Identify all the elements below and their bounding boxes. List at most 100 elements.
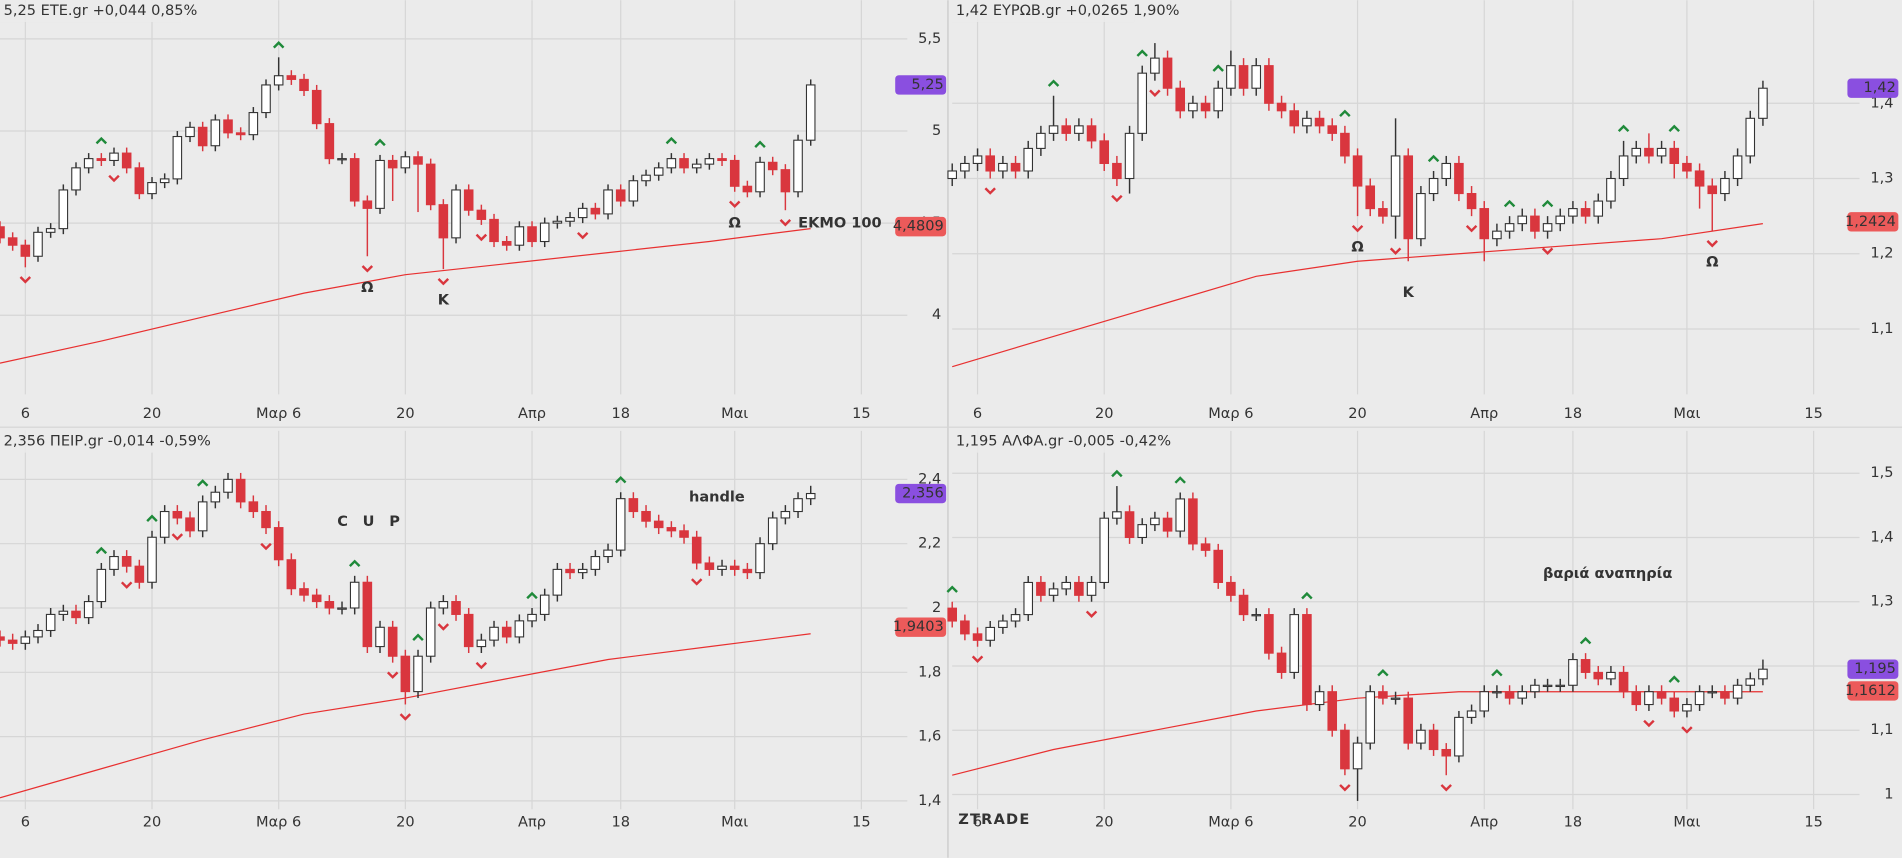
x-tick-label: Μαρ 6 [256,814,301,831]
candle-body [1618,155,1629,180]
candle-body [1352,742,1363,770]
header-change: +0,0265 1,90% [1066,2,1180,19]
candle-body [349,581,360,609]
header-bg [952,430,1135,453]
candle-body [1403,155,1414,240]
candle-body [1454,162,1464,195]
header-bg [0,430,182,453]
candle-body [1327,125,1338,134]
candle-body [476,209,487,220]
candle-body [96,158,107,162]
candle-body [286,559,297,590]
x-tick-label: 18 [611,405,630,422]
price-badge-label: 1,2424 [1845,213,1896,230]
y-tick-label: 1,1 [1870,320,1893,337]
candle-body [387,626,398,657]
candle-body [400,156,411,169]
down-signal [1149,89,1161,97]
candle-body [0,636,5,641]
candle-body [273,75,284,86]
candle-body [261,84,271,114]
candle-body [1631,147,1642,157]
candle-body [1226,65,1236,89]
up-signal [946,585,958,593]
candle-body [20,244,31,257]
candle-body [1416,193,1426,240]
up-signal [95,136,108,145]
candle-body [972,633,983,641]
candle-body [641,510,651,522]
candle-body [755,161,765,193]
candle-body [185,517,195,532]
up-signal [1427,154,1440,163]
note: ZTRADE [958,811,1030,828]
candle-body [590,207,601,215]
candle-body [1504,223,1515,232]
candle-body [590,555,601,570]
candle-body [286,75,297,80]
candle-body [476,639,487,648]
header-bg [952,0,1135,23]
candle-body [1542,684,1553,688]
candle-body [1644,691,1654,706]
candle-body [96,568,107,603]
candle-body [1213,549,1224,584]
candle-body [1010,614,1021,622]
header-symbol: 5,25 ETE.gr [4,2,88,19]
note: ΕΚΜΟ 100 [798,214,881,231]
up-signal [665,136,678,145]
down-signal [1351,224,1364,233]
candle-body [679,158,689,169]
candle-body [552,220,563,224]
candle-body [641,174,651,182]
candle-body [1669,147,1680,165]
x-tick-label: Μαι [721,405,748,422]
candle-body [261,510,271,529]
candle-body [780,510,791,519]
candle-body [337,158,347,161]
candle-body [1378,691,1388,699]
candle-body [628,498,639,513]
y-tick-label: 2 [932,599,941,616]
candle-body [1365,185,1376,210]
header-symbol: 1,42 ΕΥΡΩΒ.gr [956,2,1061,19]
candle-body [197,126,208,147]
candle-body [1238,594,1249,616]
pattern-label: Ω [1706,254,1718,271]
price-badge-label: 1,195 [1854,660,1896,677]
candle-body [121,555,132,567]
candle-body [425,163,436,206]
y-tick-label: 5 [932,122,941,139]
candle-body [1606,671,1616,680]
candle-body [147,536,157,583]
price-badge-label: 2,356 [902,485,944,502]
candle-body [1086,581,1097,596]
pattern-label: Ω [361,279,373,296]
candle-body [210,491,221,503]
price-badge [1847,212,1899,232]
down-signal [1643,719,1655,728]
candle-body [1593,200,1604,217]
candle-body [489,218,499,243]
candle-body [273,527,284,561]
candle-body [960,162,970,172]
candle-body [45,613,56,632]
candle-body [1340,132,1350,157]
x-tick-label: 18 [611,814,630,831]
candle-body [1466,710,1477,718]
candle-body [793,139,803,193]
y-tick-label: 4 [932,306,941,323]
candle-body [653,167,664,176]
down-signal [1465,224,1478,233]
candle-body [1188,102,1198,112]
candle-body [514,620,525,638]
candle-body [1441,748,1452,757]
candle-body [324,601,335,609]
candle-body [1048,588,1059,596]
up-signal [1136,49,1148,57]
candle-body [438,601,449,609]
x-tick-label: 20 [143,814,162,831]
pattern-label: Ω [729,214,741,231]
candle-body [1517,691,1528,699]
down-signal [120,581,133,589]
